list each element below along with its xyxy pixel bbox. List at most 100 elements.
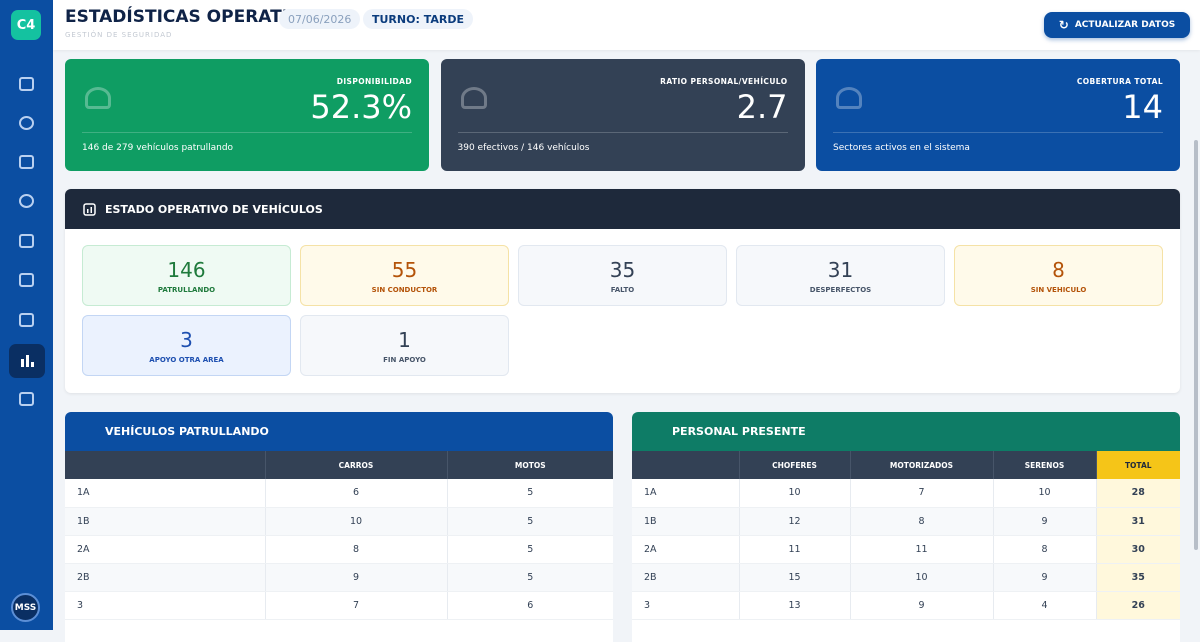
divider <box>82 132 412 133</box>
kpi-label: COBERTURA TOTAL <box>1076 77 1163 86</box>
table-body: 1A 6 5 1B 10 5 2A 8 5 2B 9 5 3 7 6 <box>65 479 613 620</box>
corner-cell <box>65 451 265 479</box>
status-tile: 1 FIN APOYO <box>300 315 509 376</box>
table-cell: 26 <box>1095 591 1180 620</box>
status-label: DESPERFECTOS <box>809 286 872 294</box>
column-header: MOTORIZADOS <box>849 451 993 479</box>
patrol-table: CARROS MOTOS 1A 6 5 1B 10 5 2A 8 5 2B 9 5 3 7 6 <box>65 451 613 620</box>
vehicle-status-panel: ESTADO OPERATIVO DE VEHÍCULOS 146 PATRULL… <box>65 189 1180 393</box>
table-row: 2B 9 5 <box>65 563 613 592</box>
kpi-note: Sectores activos en el sistema <box>833 143 970 153</box>
row-label: 1B <box>632 507 739 536</box>
status-label: PATRULLANDO <box>157 286 216 294</box>
table-cell: 11 <box>738 535 850 564</box>
header-row: CARROS MOTOS <box>65 451 613 479</box>
nav-icon[interactable] <box>19 313 34 327</box>
nav-active[interactable] <box>9 344 45 378</box>
status-tile: 8 SIN VEHICULO <box>954 245 1163 306</box>
divider <box>833 132 1163 133</box>
status-value: 1 <box>398 328 411 352</box>
table-cell: 9 <box>264 563 447 592</box>
nav-icon[interactable] <box>19 273 34 287</box>
status-tile: 31 DESPERFECTOS <box>736 245 945 306</box>
date-text: 07/06/2026 <box>288 12 352 26</box>
nav-icon[interactable] <box>19 392 34 406</box>
nav-icon[interactable] <box>19 155 34 169</box>
row-label: 2B <box>632 563 739 592</box>
nav-icon[interactable] <box>19 194 34 208</box>
status-label: FALTO <box>610 286 635 294</box>
table-cell: 5 <box>446 507 613 536</box>
user-avatar[interactable]: MSS <box>11 593 40 622</box>
nav-icon[interactable] <box>19 77 34 91</box>
status-label: FIN APOYO <box>383 356 426 364</box>
table-row: 3 13 9 4 26 <box>632 591 1180 620</box>
table-cell: 11 <box>849 535 993 564</box>
kpi-card: RATIO PERSONAL/VEHÍCULO 2.7 390 efectivos … <box>440 59 805 171</box>
kpi-note: 146 de 279 vehículos patrullando <box>82 143 234 153</box>
table-cell: 10 <box>738 479 850 508</box>
panel-title: ESTADO OPERATIVO DE VEHÍCULOS <box>105 202 323 216</box>
table-cell: 8 <box>264 535 447 564</box>
kpi-note: 390 efectivos / 146 vehículos <box>457 143 590 153</box>
shift-text: TURNO: TARDE <box>372 12 464 26</box>
kpi-value: 52.3% <box>310 88 412 126</box>
kpi-value: 2.7 <box>736 88 788 126</box>
table-cell: 9 <box>992 563 1096 592</box>
refresh-icon: ↻ <box>1058 18 1069 32</box>
row-label: 2A <box>632 535 739 564</box>
kpi-value: 14 <box>1122 88 1163 126</box>
table-cell: 10 <box>992 479 1096 508</box>
scrollbar[interactable] <box>1194 140 1198 550</box>
table-cell: 8 <box>849 507 993 536</box>
subtitle: GESTIÓN DE SEGURIDAD <box>65 31 173 39</box>
status-value: 8 <box>1052 258 1065 282</box>
kpi-card: DISPONIBILIDAD 52.3% 146 de 279 vehículos … <box>65 59 429 171</box>
kpi-icon <box>836 87 862 109</box>
status-tile: 55 SIN CONDUCTOR <box>300 245 509 306</box>
divider <box>457 132 788 133</box>
row-label: 3 <box>632 591 739 620</box>
status-value: 3 <box>180 328 193 352</box>
logo[interactable]: C4 <box>11 10 41 40</box>
card-header: VEHÍCULOS PATRULLANDO <box>65 412 613 451</box>
table-cell: 5 <box>446 563 613 592</box>
card-title: VEHÍCULOS PATRULLANDO <box>105 425 269 438</box>
shift: TURNO: TARDE <box>363 9 473 29</box>
table-cell: 9 <box>849 591 993 620</box>
staff-table-card: PERSONAL PRESENTE CHOFERES MOTORIZADOS SER… <box>632 412 1180 642</box>
nav-icon[interactable] <box>19 116 34 130</box>
refresh-button[interactable]: ↻ ACTUALIZAR DATOS <box>1044 12 1190 38</box>
table-cell: 9 <box>992 507 1096 536</box>
table-row: 1A 6 5 <box>65 479 613 508</box>
kpi-card: COBERTURA TOTAL 14 Sectores activos en el … <box>816 59 1180 171</box>
table-cell: 5 <box>446 479 613 508</box>
button-text: ACTUALIZAR DATOS <box>1074 20 1176 30</box>
table-cell: 7 <box>264 591 447 620</box>
table-cell: 13 <box>738 591 850 620</box>
header-row: CHOFERES MOTORIZADOS SERENOS TOTAL <box>632 451 1180 479</box>
status-value: 146 <box>167 258 206 282</box>
table-row: 1B 12 8 9 31 <box>632 507 1180 536</box>
top-bar: ESTADÍSTICAS OPERATIVAS 07/06/2026 TURNO… <box>53 0 1200 50</box>
status-label: SIN CONDUCTOR <box>371 286 438 294</box>
page-title: ESTADÍSTICAS OPERATIVAS <box>65 7 326 27</box>
table-cell: 15 <box>738 563 850 592</box>
table-cell: 10 <box>264 507 447 536</box>
table-row: 1A 10 7 10 28 <box>632 479 1180 508</box>
row-label: 2A <box>65 535 265 564</box>
row-label: 2B <box>65 563 265 592</box>
nav-icon[interactable] <box>19 234 34 248</box>
table-cell: 6 <box>264 479 447 508</box>
row-label: 1B <box>65 507 265 536</box>
kpi-icon <box>85 87 111 109</box>
column-header: MOTOS <box>446 451 613 479</box>
panel-header: ESTADO OPERATIVO DE VEHÍCULOS <box>65 189 1180 229</box>
kpi-label: RATIO PERSONAL/VEHÍCULO <box>660 77 788 86</box>
table-cell: 5 <box>446 535 613 564</box>
table-head: CARROS MOTOS <box>65 451 613 479</box>
status-label: APOYO OTRA AREA <box>149 356 224 364</box>
kpi-icon <box>460 87 487 109</box>
